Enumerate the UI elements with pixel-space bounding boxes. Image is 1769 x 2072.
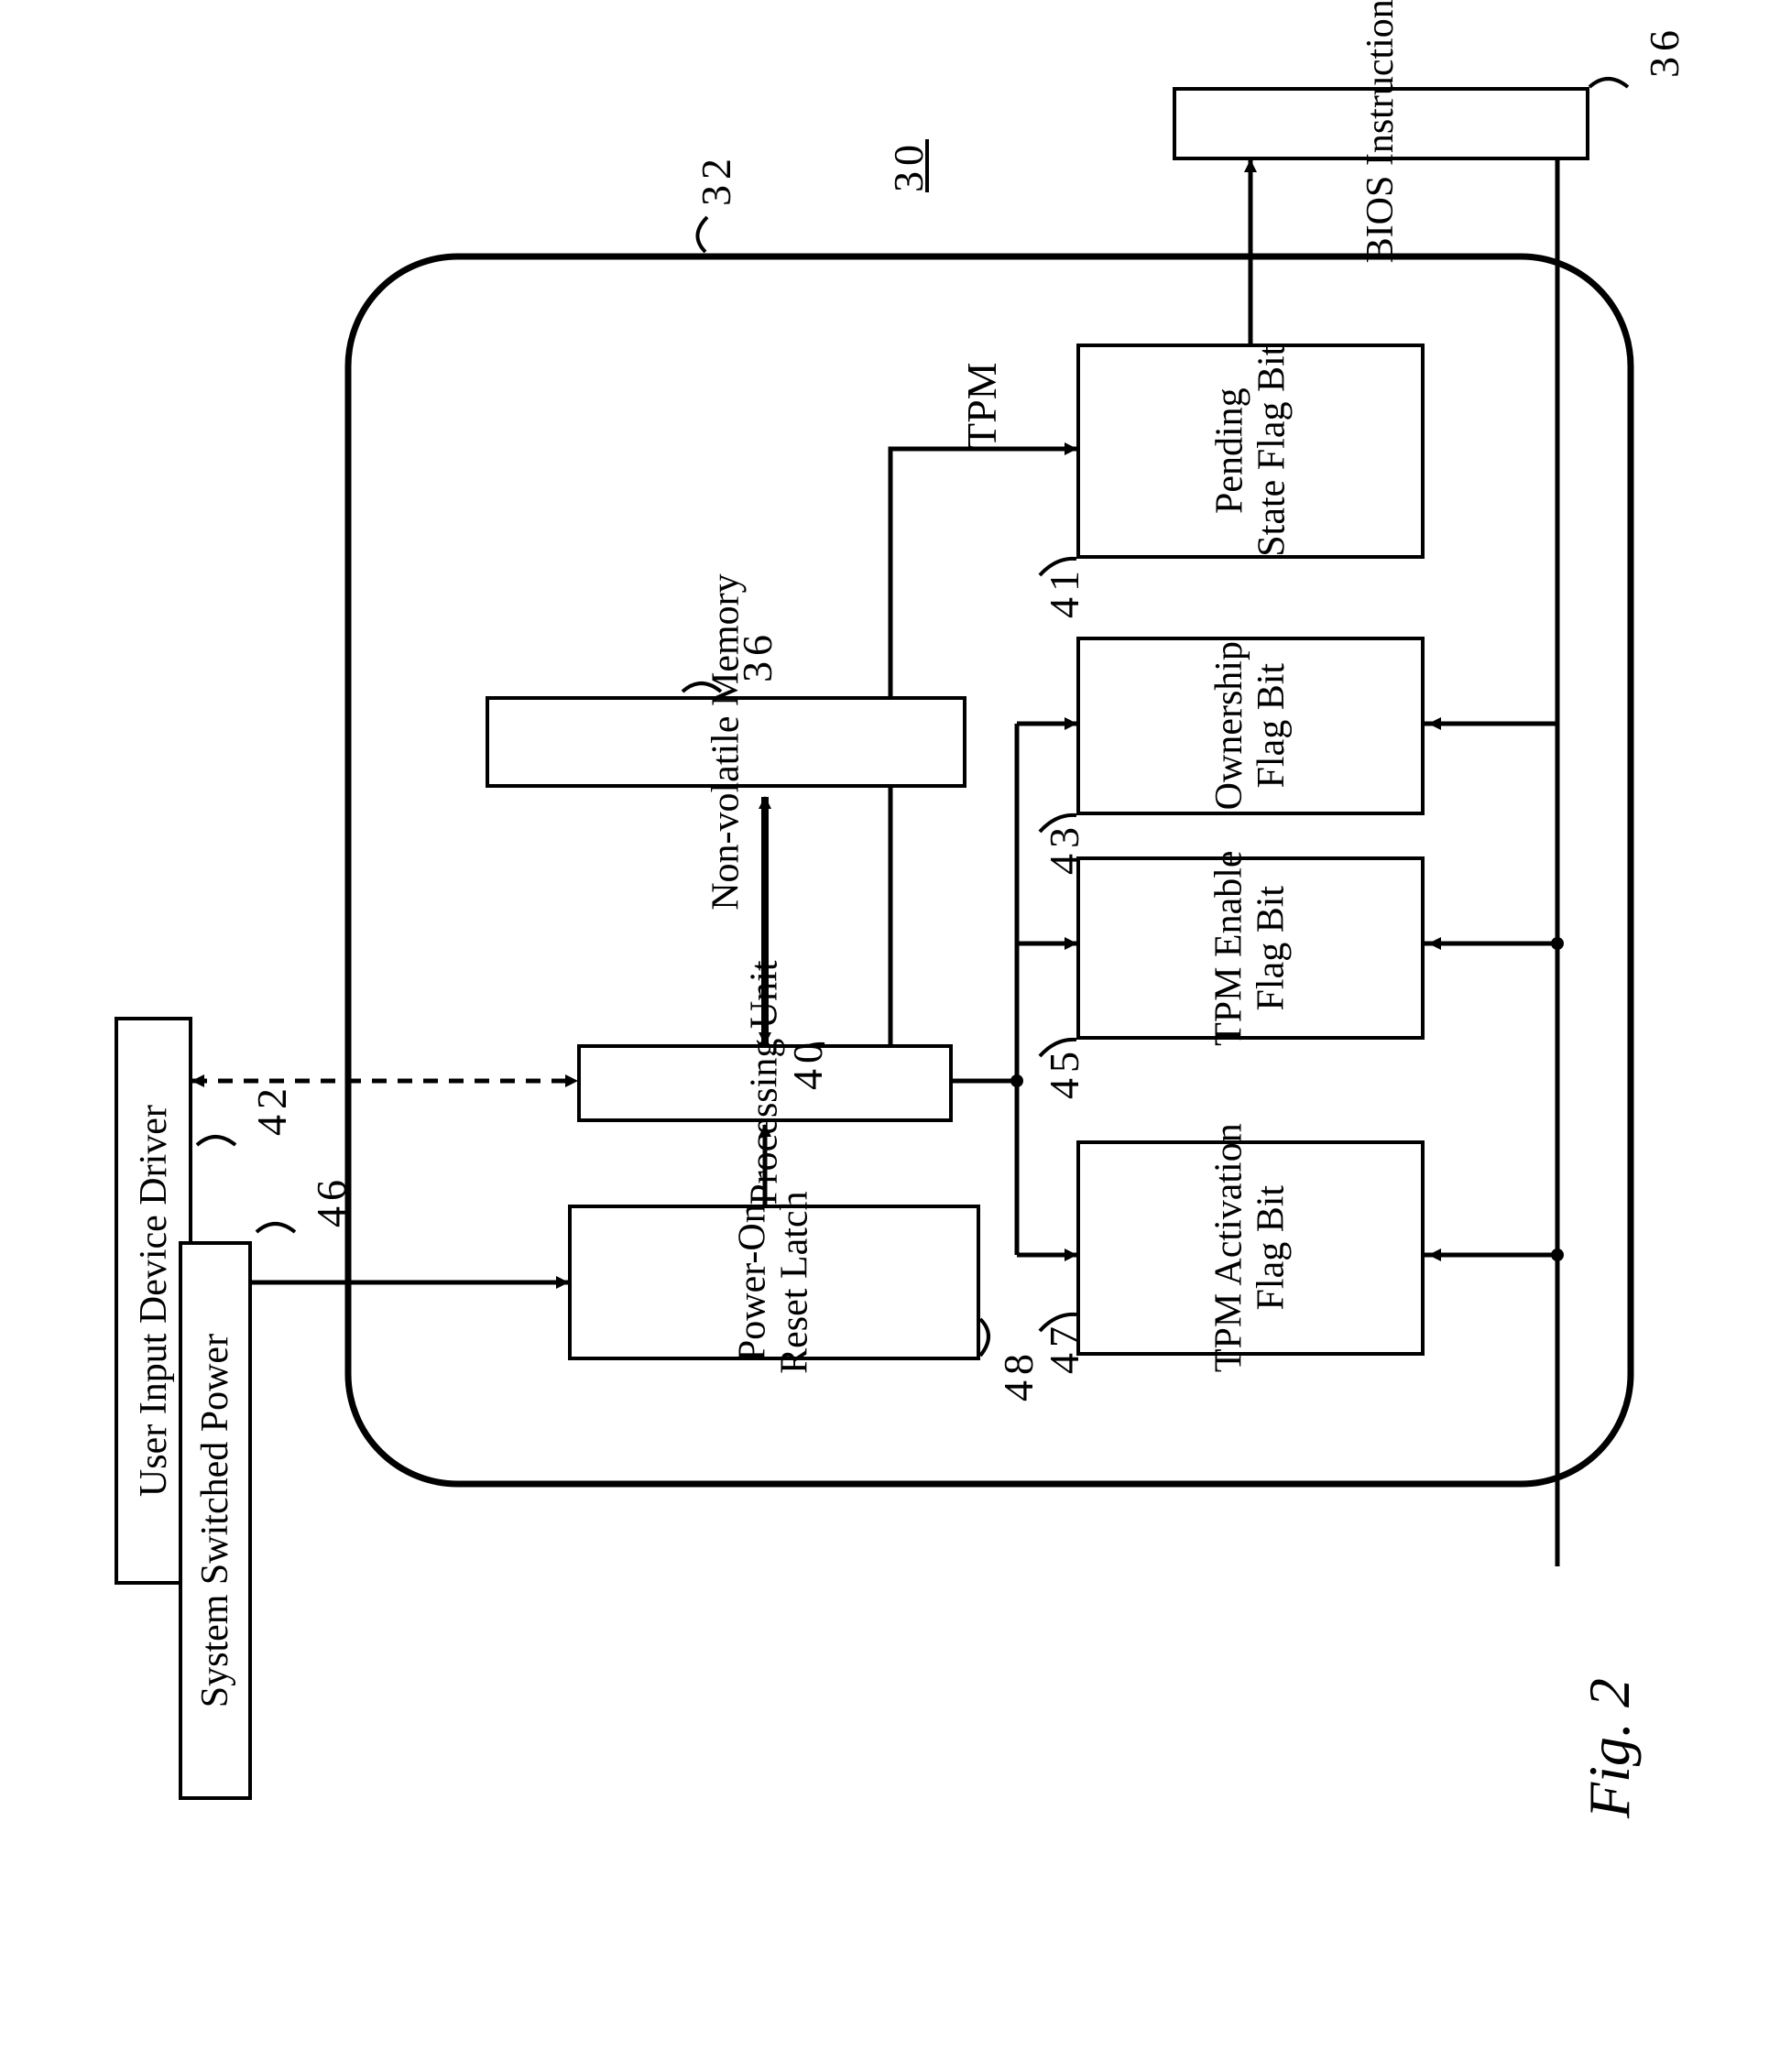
tpm-label: TPM [957,362,1006,449]
ref-bios-36: 36 [1640,25,1688,78]
processing-unit-label: Processing Unit [744,961,786,1205]
sys-power-label: System Switched Power [194,1334,236,1707]
processing-unit-box: Processing Unit [577,1044,953,1122]
tpm-enable-box: TPM EnableFlag Bit [1076,856,1425,1040]
bios-instructions-box: BIOS Instructions [1173,87,1589,160]
ref-30: 30 [884,139,933,192]
nvm-box: Non-volatile Memory [486,696,966,788]
tpm-enable-label: TPM EnableFlag Bit [1208,850,1293,1045]
ref-nvm-36: 36 [733,629,781,682]
ownership-box: OwnershipFlag Bit [1076,637,1425,815]
user-input-label: User Input Device Driver [132,1105,174,1497]
pending-state-box: PendingState Flag Bit [1076,344,1425,559]
sys-power-box: System Switched Power [179,1241,252,1800]
ref-48: 48 [994,1348,1043,1401]
por-latch-label: Power-OnReset Latch [732,1191,816,1373]
ref-45: 45 [1040,1046,1088,1099]
ref-32: 32 [692,153,740,206]
ownership-label: OwnershipFlag Bit [1208,641,1293,810]
tpm-activation-box: TPM ActivationFlag Bit [1076,1140,1425,1356]
ref-43: 43 [1040,822,1088,875]
ref-46: 46 [307,1174,355,1227]
tpm-activation-label: TPM ActivationFlag Bit [1208,1124,1293,1373]
ref-41: 41 [1040,565,1088,618]
diagram-svg: Processing Unit --> [0,0,1769,2072]
por-latch-box: Power-OnReset Latch [568,1205,980,1360]
pending-state-label: PendingState Flag Bit [1208,345,1293,557]
bios-instructions-label: BIOS Instructions [1360,0,1402,263]
diagram-canvas: Fig. 2 [0,0,1769,2072]
nvm-label: Non-volatile Memory [704,573,747,910]
ref-42: 42 [247,1083,296,1136]
ref-40: 40 [783,1037,832,1090]
ref-47: 47 [1040,1321,1088,1374]
